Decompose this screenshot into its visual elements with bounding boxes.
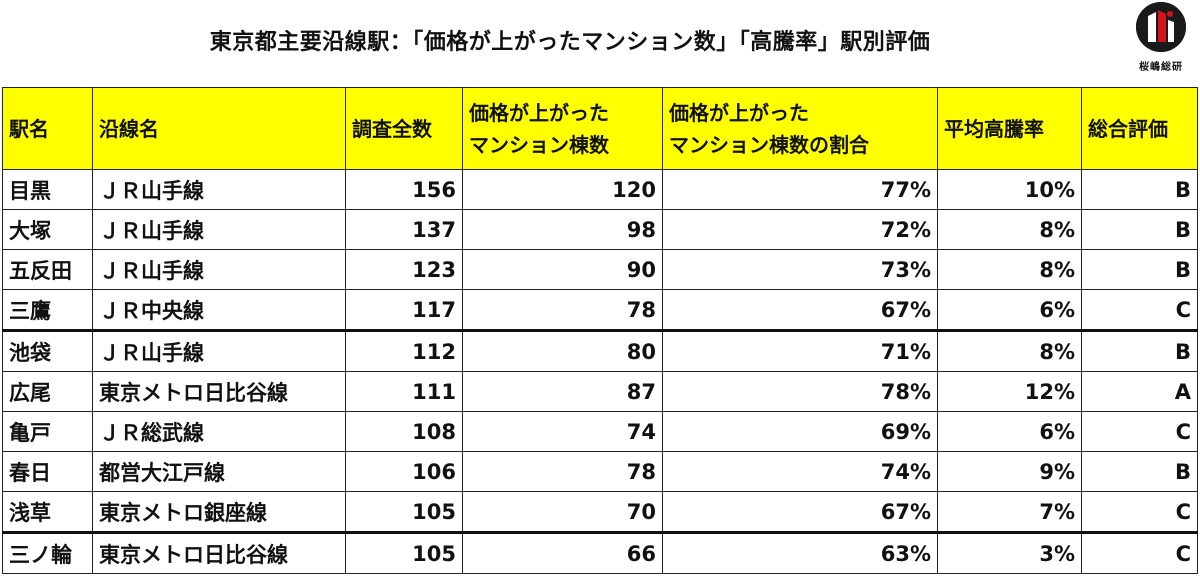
cell-grade: A — [1081, 371, 1198, 412]
cell-line: ＪＲ総武線 — [92, 411, 346, 452]
cell-grade: B — [1081, 451, 1198, 492]
cell-rose-ratio: 67% — [662, 491, 938, 533]
cell-rose-ratio: 72% — [662, 209, 938, 250]
table-row: 亀戸 ＪＲ総武線 108 74 69% 6% C — [2, 411, 1198, 452]
cell-station: 池袋 — [2, 329, 93, 372]
cell-total: 117 — [345, 289, 463, 331]
cell-station: 三ノ輪 — [2, 531, 93, 574]
table-row: 三ノ輪 東京メトロ日比谷線 105 66 63% 3% C — [2, 531, 1198, 574]
cell-average-rate: 6% — [937, 289, 1082, 331]
header-rose-ratio: 価格が上がった マンション棟数の割合 — [662, 87, 938, 170]
logo-emblem-icon — [1136, 2, 1186, 52]
cell-rose-ratio: 73% — [662, 249, 938, 290]
cell-rose-count: 70 — [462, 491, 663, 533]
table-row: 浅草 東京メトロ銀座線 105 70 67% 7% C — [2, 491, 1198, 533]
table-row: 五反田 ＪＲ山手線 123 90 73% 8% B — [2, 249, 1198, 290]
cell-grade: C — [1081, 289, 1198, 331]
page-title: 東京都主要沿線駅：「価格が上がったマンション数」「高騰率」駅別評価 — [209, 30, 931, 55]
table-header-row: 駅名 沿線名 調査全数 価格が上がった マンション棟数 価格が上がった マンショ… — [2, 87, 1198, 170]
header-average-rate: 平均高騰率 — [937, 87, 1082, 170]
cell-line: ＪＲ山手線 — [92, 329, 346, 372]
cell-grade: C — [1081, 491, 1198, 533]
cell-average-rate: 10% — [937, 169, 1082, 210]
table-row: 池袋 ＪＲ山手線 112 80 71% 8% B — [2, 329, 1198, 372]
cell-average-rate: 3% — [937, 531, 1082, 574]
cell-rose-count: 78 — [462, 289, 663, 331]
cell-average-rate: 8% — [937, 249, 1082, 290]
cell-average-rate: 6% — [937, 411, 1082, 452]
table-body: 目黒 ＪＲ山手線 156 120 77% 10% B 大塚 ＪＲ山手線 137 … — [2, 169, 1198, 574]
table-row: 三鷹 ＪＲ中央線 117 78 67% 6% C — [2, 289, 1198, 331]
cell-grade: B — [1081, 249, 1198, 290]
cell-rose-ratio: 71% — [662, 329, 938, 372]
cell-grade: C — [1081, 531, 1198, 574]
cell-total: 156 — [345, 169, 463, 210]
logo-emblem — [1136, 2, 1186, 52]
header-rose-count-line1: 価格が上がった — [469, 100, 609, 125]
cell-average-rate: 8% — [937, 209, 1082, 250]
header-total: 調査全数 — [345, 87, 463, 170]
table-row: 広尾 東京メトロ日比谷線 111 87 78% 12% A — [2, 371, 1198, 412]
cell-total: 123 — [345, 249, 463, 290]
table-row: 目黒 ＪＲ山手線 156 120 77% 10% B — [2, 169, 1198, 210]
station-evaluation-table: 駅名 沿線名 調査全数 価格が上がった マンション棟数 価格が上がった マンショ… — [2, 87, 1198, 574]
logo-text: 桜嶋総研 — [1139, 62, 1183, 73]
cell-line: 東京メトロ日比谷線 — [92, 371, 346, 412]
cell-total: 137 — [345, 209, 463, 250]
cell-rose-ratio: 67% — [662, 289, 938, 331]
cell-station: 亀戸 — [2, 411, 93, 452]
cell-station: 広尾 — [2, 371, 93, 412]
cell-line: 都営大江戸線 — [92, 451, 346, 492]
cell-rose-ratio: 63% — [662, 531, 938, 574]
cell-total: 106 — [345, 451, 463, 492]
cell-station: 三鷹 — [2, 289, 93, 331]
cell-average-rate: 12% — [937, 371, 1082, 412]
cell-rose-count: 78 — [462, 451, 663, 492]
cell-rose-ratio: 77% — [662, 169, 938, 210]
cell-line: ＪＲ山手線 — [92, 209, 346, 250]
cell-rose-count: 98 — [462, 209, 663, 250]
table-row: 春日 都営大江戸線 106 78 74% 9% B — [2, 451, 1198, 492]
cell-rose-count: 90 — [462, 249, 663, 290]
cell-line: 東京メトロ銀座線 — [92, 491, 346, 533]
cell-total: 105 — [345, 491, 463, 533]
header-rose-ratio-line1: 価格が上がった — [669, 100, 809, 125]
header-station: 駅名 — [2, 87, 93, 170]
cell-total: 111 — [345, 371, 463, 412]
cell-station: 春日 — [2, 451, 93, 492]
cell-rose-count: 80 — [462, 329, 663, 372]
cell-station: 大塚 — [2, 209, 93, 250]
cell-rose-count: 120 — [462, 169, 663, 210]
cell-line: ＪＲ山手線 — [92, 169, 346, 210]
cell-station: 目黒 — [2, 169, 93, 210]
cell-grade: B — [1081, 169, 1198, 210]
cell-average-rate: 8% — [937, 329, 1082, 372]
cell-rose-count: 87 — [462, 371, 663, 412]
cell-rose-ratio: 78% — [662, 371, 938, 412]
cell-rose-count: 74 — [462, 411, 663, 452]
cell-average-rate: 7% — [937, 491, 1082, 533]
cell-line: ＪＲ中央線 — [92, 289, 346, 331]
cell-rose-ratio: 69% — [662, 411, 938, 452]
cell-station: 浅草 — [2, 491, 93, 533]
cell-station: 五反田 — [2, 249, 93, 290]
header-grade: 総合評価 — [1081, 87, 1198, 170]
cell-rose-count: 66 — [462, 531, 663, 574]
header-rose-count-line2: マンション棟数 — [469, 132, 609, 157]
cell-total: 108 — [345, 411, 463, 452]
cell-total: 105 — [345, 531, 463, 574]
cell-line: ＪＲ山手線 — [92, 249, 346, 290]
cell-total: 112 — [345, 329, 463, 372]
cell-average-rate: 9% — [937, 451, 1082, 492]
header-rose-ratio-line2: マンション棟数の割合 — [669, 132, 869, 157]
cell-grade: B — [1081, 329, 1198, 372]
logo: 桜嶋総研 — [1130, 2, 1190, 76]
cell-rose-ratio: 74% — [662, 451, 938, 492]
cell-line: 東京メトロ日比谷線 — [92, 531, 346, 574]
header-line: 沿線名 — [92, 87, 346, 170]
cell-grade: C — [1081, 411, 1198, 452]
cell-grade: B — [1081, 209, 1198, 250]
table-row: 大塚 ＪＲ山手線 137 98 72% 8% B — [2, 209, 1198, 250]
header-rose-count: 価格が上がった マンション棟数 — [462, 87, 663, 170]
